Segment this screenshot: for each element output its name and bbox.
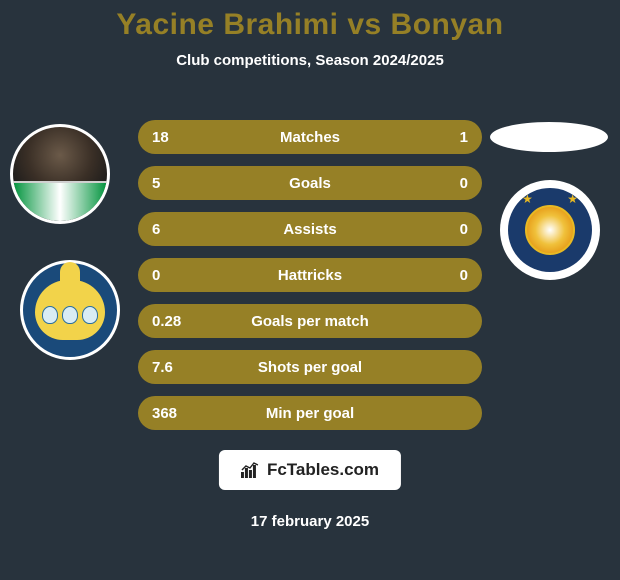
- player-right-placeholder: [490, 122, 608, 152]
- stat-right-value: 0: [428, 175, 468, 192]
- stat-left-value: 0: [152, 267, 192, 284]
- stat-left-value: 6: [152, 221, 192, 238]
- stat-right-value: 0: [428, 267, 468, 284]
- stat-row: 7.6Shots per goal: [138, 350, 482, 384]
- stat-label: Goals per match: [192, 313, 428, 330]
- stat-row: 18Matches1: [138, 120, 482, 154]
- stat-label: Min per goal: [192, 405, 428, 422]
- club-right-crest-core: [525, 205, 575, 255]
- stat-right-value: 1: [428, 129, 468, 146]
- stat-label: Goals: [192, 175, 428, 192]
- stat-left-value: 7.6: [152, 359, 192, 376]
- club-left-crest: [20, 260, 120, 360]
- brand-badge: FcTables.com: [219, 450, 401, 490]
- title-text: Yacine Brahimi vs Bonyan: [116, 8, 503, 41]
- player-left-avatar: [10, 124, 110, 224]
- bar-chart-icon: [241, 462, 261, 478]
- stat-row: 0.28Goals per match: [138, 304, 482, 338]
- club-left-crest-inner: [35, 280, 105, 340]
- stat-row: 5Goals0: [138, 166, 482, 200]
- stat-label: Assists: [192, 221, 428, 238]
- page-subtitle: Club competitions, Season 2024/2025: [0, 52, 620, 69]
- stat-row: 368Min per goal: [138, 396, 482, 430]
- stat-left-value: 0.28: [152, 313, 192, 330]
- stat-right-value: 0: [428, 221, 468, 238]
- stat-row: 6Assists0: [138, 212, 482, 246]
- club-left-crest-dots: [42, 306, 98, 324]
- page-title: Yacine Brahimi vs Bonyan: [0, 0, 620, 42]
- stat-label: Hattricks: [192, 267, 428, 284]
- stat-left-value: 18: [152, 129, 192, 146]
- brand-text: FcTables.com: [267, 460, 379, 480]
- stat-left-value: 368: [152, 405, 192, 422]
- stats-list: 18Matches15Goals06Assists00Hattricks00.2…: [138, 120, 482, 442]
- footer-date: 17 february 2025: [0, 513, 620, 530]
- club-right-crest: [500, 180, 600, 280]
- stat-left-value: 5: [152, 175, 192, 192]
- stat-label: Shots per goal: [192, 359, 428, 376]
- club-right-crest-inner: [508, 188, 592, 272]
- stat-label: Matches: [192, 129, 428, 146]
- stat-row: 0Hattricks0: [138, 258, 482, 292]
